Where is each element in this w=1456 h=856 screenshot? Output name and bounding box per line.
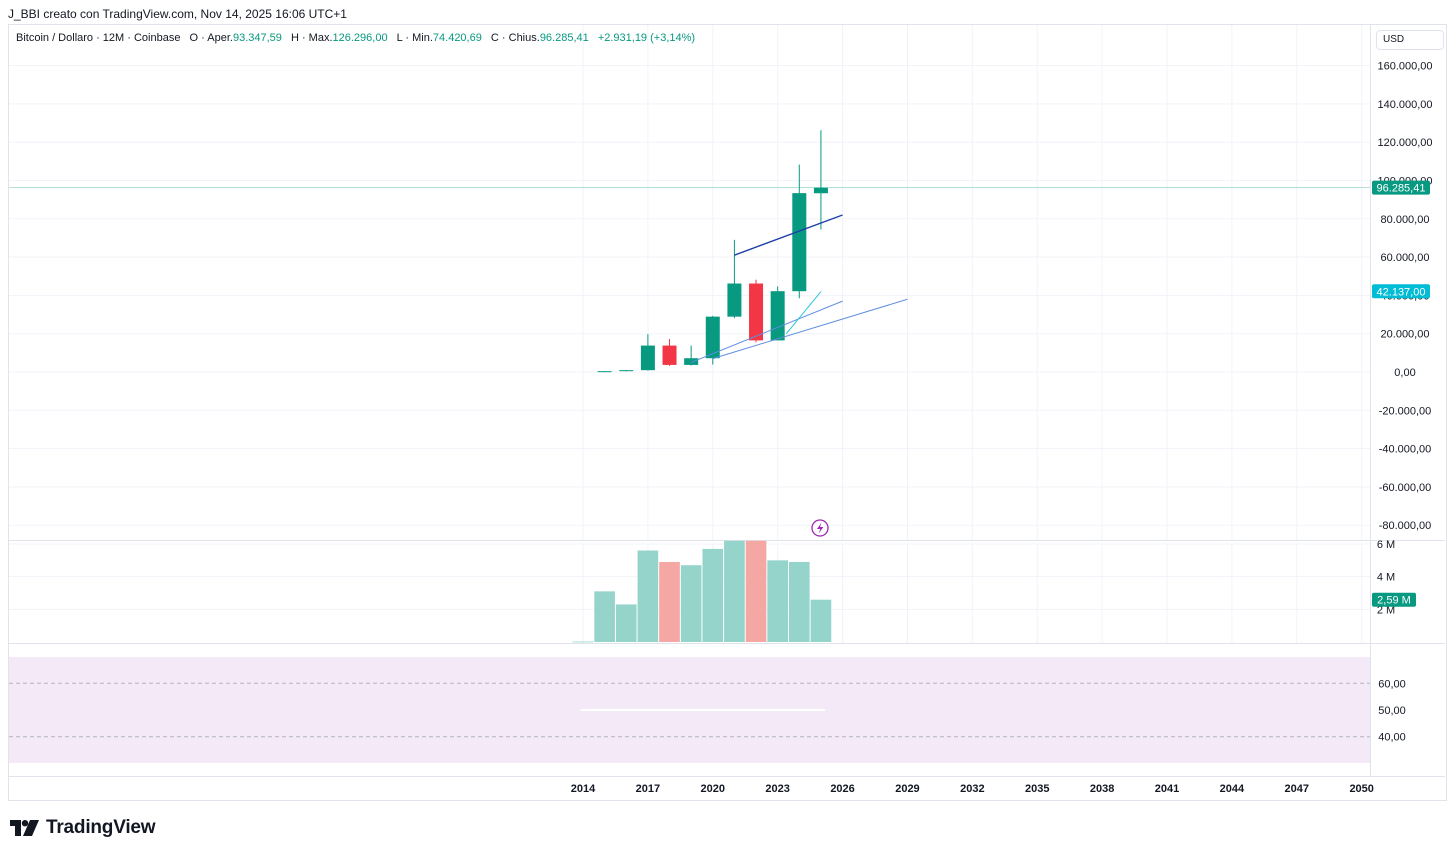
trendline — [690, 300, 843, 363]
volume-bar — [724, 540, 745, 642]
low-value: 74.420,69 — [432, 32, 482, 44]
x-tick-label: 2020 — [701, 783, 725, 795]
volume-bar — [702, 548, 724, 642]
open-value: 93.347,59 — [232, 32, 282, 44]
trendline — [712, 298, 908, 360]
x-tick-label: 2041 — [1155, 783, 1179, 795]
low-label: L · Min. — [396, 32, 433, 44]
volume-tag-label: 2,59 M — [1377, 595, 1411, 607]
rsi-tick-label: 50,00 — [1378, 705, 1406, 717]
candle-body — [770, 291, 785, 341]
y-tick-label: 160.000,00 — [1377, 61, 1432, 73]
y-tick-label: -80.000,00 — [1379, 520, 1432, 532]
tradingview-logo[interactable]: TradingView — [10, 817, 156, 839]
grid-layer — [9, 25, 1445, 777]
tradingview-logo-icon — [10, 820, 39, 836]
close-label: C · Chius. — [490, 32, 540, 44]
volume-bar — [810, 599, 832, 642]
y-tick-label: 120.000,00 — [1377, 137, 1432, 149]
chart-caption: J_BBI creato con TradingView.com, Nov 14… — [8, 7, 347, 21]
volume-tag-background — [1372, 592, 1416, 607]
y-tick-label: 20.000,00 — [1381, 329, 1430, 341]
candle-body — [597, 371, 612, 373]
volume-bar — [788, 561, 810, 642]
volume-tick-label: 2 M — [1377, 604, 1395, 616]
trendlines — [690, 214, 908, 363]
volume-bar — [745, 540, 767, 642]
x-tick-label: 2014 — [571, 783, 596, 795]
y-tick-label: -40.000,00 — [1379, 444, 1432, 456]
volume-tick-label: 4 M — [1377, 572, 1395, 584]
volume-bar — [572, 641, 594, 643]
candle-body — [684, 358, 699, 365]
lightning-icon[interactable] — [811, 519, 829, 537]
candle-body — [813, 187, 828, 194]
trendline — [785, 291, 822, 335]
x-tick-label: 2026 — [830, 783, 854, 795]
change-value: +2.931,19 (+3,14%) — [597, 32, 696, 44]
open-label: O · Aper. — [189, 32, 233, 44]
x-tick-label: 2047 — [1285, 783, 1309, 795]
price-tag-label: 96.285,41 — [1377, 183, 1426, 195]
x-tick-label: 2032 — [960, 783, 984, 795]
price-pane — [597, 130, 828, 373]
price-tag-label: 42.137,00 — [1377, 286, 1426, 298]
volume-bar — [659, 561, 680, 642]
candle-body — [749, 283, 764, 341]
candle-body — [705, 316, 720, 359]
close-value: 96.285,41 — [539, 32, 589, 44]
price-tag-background — [1372, 284, 1430, 299]
y-tick-label: 80.000,00 — [1381, 214, 1430, 226]
x-tick-label: 2023 — [765, 783, 789, 795]
chart-frame — [8, 24, 1447, 801]
y-tick-label: 60.000,00 — [1381, 252, 1430, 264]
x-tick-label: 2038 — [1090, 783, 1114, 795]
candle-body — [640, 345, 655, 371]
high-label: H · Max. — [290, 32, 333, 44]
x-tick-label: 2029 — [895, 783, 919, 795]
brand-name: TradingView — [46, 817, 156, 838]
x-tick-label: 2050 — [1349, 783, 1373, 795]
currency-button[interactable]: USD — [1376, 30, 1444, 50]
volume-bar — [594, 591, 615, 642]
candle-body — [792, 193, 807, 292]
y-tick-label: -60.000,00 — [1379, 482, 1432, 494]
volume-bar — [615, 604, 637, 642]
volume-tick-label: 6 M — [1377, 539, 1395, 551]
candle-body — [619, 370, 634, 372]
symbol-label[interactable]: Bitcoin / Dollaro · 12M · Coinbase — [16, 32, 181, 44]
price-tags: 96.285,41 42.137,00 2,59 M — [9, 180, 1430, 607]
y-tick-label: 140.000,00 — [1377, 99, 1432, 111]
price-tag-background — [1372, 180, 1430, 195]
y-tick-label: 0,00 — [1394, 367, 1415, 379]
volume-bar — [767, 560, 788, 642]
y-tick-label: -20.000,00 — [1379, 405, 1432, 417]
volume-bar — [637, 550, 659, 642]
ohlc-legend: Bitcoin / Dollaro · 12M · Coinbase O · A… — [16, 32, 695, 44]
x-tick-label: 2017 — [636, 783, 660, 795]
candle-body — [727, 283, 742, 317]
rsi-tick-label: 60,00 — [1378, 678, 1406, 690]
high-value: 126.296,00 — [332, 32, 388, 44]
volume-pane — [572, 540, 832, 643]
x-tick-label: 2044 — [1220, 783, 1245, 795]
trendline — [734, 214, 843, 256]
candle-body — [662, 345, 677, 365]
x-tick-label: 2035 — [1025, 783, 1049, 795]
rsi-tick-label: 40,00 — [1378, 732, 1406, 744]
axes: 2014 2017 2020 2023 2026 2029 2032 2035 2038 2041… — [571, 61, 1433, 795]
volume-bar — [680, 565, 702, 642]
